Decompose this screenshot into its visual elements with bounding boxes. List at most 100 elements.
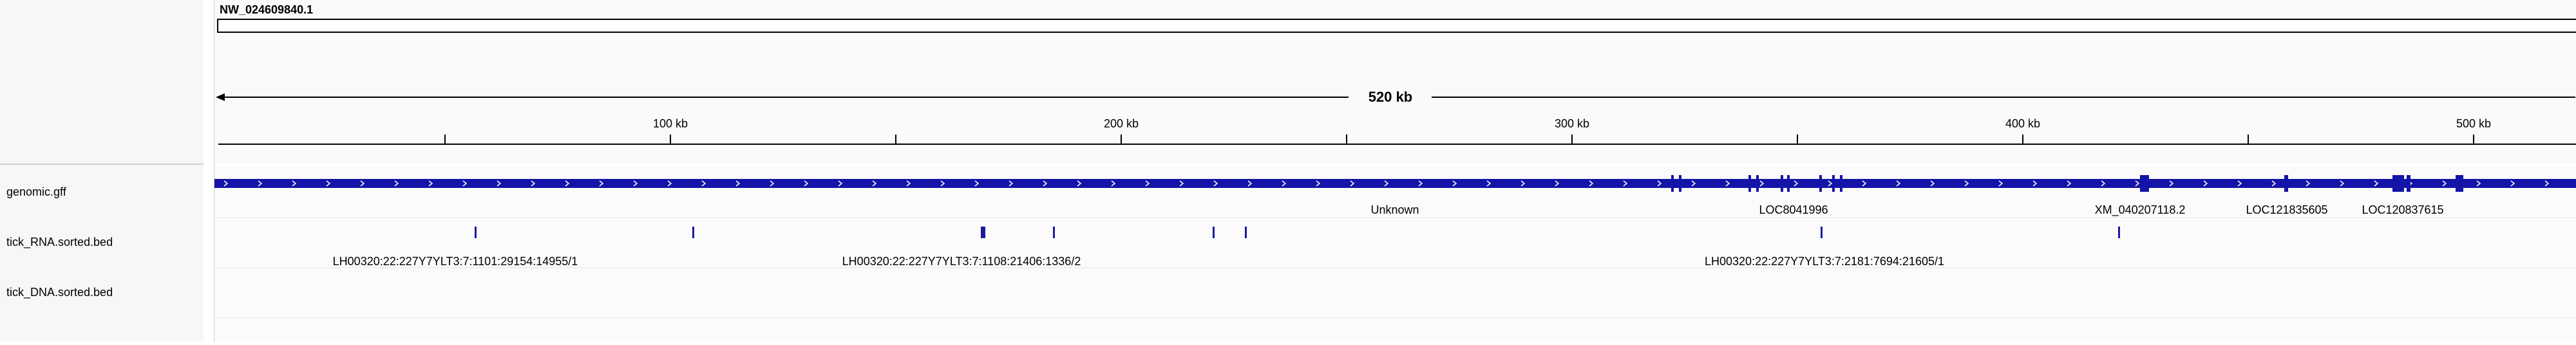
panel-divider[interactable] bbox=[204, 0, 211, 342]
gff-exon-blocks[interactable] bbox=[1671, 175, 2463, 192]
strand-arrow-icon bbox=[2374, 180, 2379, 187]
strand-arrow-icon bbox=[2544, 180, 2550, 187]
gff-track[interactable]: Unknown LOC8041996 XM_040207118.2 LOC121… bbox=[214, 175, 2576, 217]
track-name-panel: genomic.gff tick_RNA.sorted.bed tick_DNA… bbox=[0, 0, 204, 342]
strand-arrow-icon bbox=[1657, 180, 1662, 187]
strand-arrow-icon bbox=[838, 180, 843, 187]
strand-arrow-icon bbox=[1589, 180, 1594, 187]
strand-arrow-icon bbox=[974, 180, 980, 187]
strand-arrow-icon bbox=[1077, 180, 1082, 187]
tick-label-400kb: 400 kb bbox=[2005, 117, 2040, 130]
gff-feature-label[interactable]: LOC121835605 bbox=[2246, 203, 2327, 216]
span-label: 520 kb bbox=[1368, 89, 1413, 105]
strand-arrow-icon bbox=[804, 180, 809, 187]
tick-label-200kb: 200 kb bbox=[1104, 117, 1139, 130]
strand-arrow-icon bbox=[2271, 180, 2277, 187]
chromosome-ideogram[interactable] bbox=[217, 19, 2576, 33]
strand-arrow-icon bbox=[1794, 180, 1799, 187]
strand-arrow-icon bbox=[360, 180, 365, 187]
strand-arrow-icon bbox=[2442, 180, 2447, 187]
tick-label-300kb: 300 kb bbox=[1555, 117, 1589, 130]
strand-arrow-icon bbox=[2135, 180, 2140, 187]
rna-read[interactable] bbox=[2118, 227, 2120, 238]
strand-arrow-icon bbox=[633, 180, 638, 187]
strand-arrow-icon bbox=[1009, 180, 1014, 187]
rna-read[interactable] bbox=[1053, 227, 1055, 238]
strand-arrow-icon bbox=[2340, 180, 2345, 187]
ruler-major-ticks: 100 kb 200 kb 300 kb 400 kb 500 kb bbox=[444, 117, 2491, 144]
strand-arrow-icon bbox=[1623, 180, 1628, 187]
strand-arrow-icon bbox=[2169, 180, 2174, 187]
span-arrow-left-icon bbox=[216, 93, 225, 101]
ruler-track-gap bbox=[214, 163, 2576, 167]
strand-arrow-icon bbox=[428, 180, 433, 187]
rna-read[interactable] bbox=[1245, 227, 1247, 238]
strand-arrow-icon bbox=[565, 180, 570, 187]
rna-read[interactable] bbox=[981, 227, 985, 238]
strand-arrow-icon bbox=[2203, 180, 2208, 187]
strand-arrow-icon bbox=[2306, 180, 2311, 187]
strand-arrow-icon bbox=[1384, 180, 1389, 187]
tick-label-100kb: 100 kb bbox=[653, 117, 688, 130]
strand-arrow-icon bbox=[326, 180, 331, 187]
strand-arrow-icon bbox=[1282, 180, 1287, 187]
strand-arrow-icon bbox=[462, 180, 468, 187]
strand-arrow-icon bbox=[1691, 180, 1696, 187]
strand-arrow-icon bbox=[2237, 180, 2242, 187]
strand-arrow-icon bbox=[701, 180, 706, 187]
strand-arrow-icon bbox=[1111, 180, 1116, 187]
rna-track[interactable]: LH00320:22:227Y7YLT3:7:1101:29154:14955/… bbox=[333, 227, 2120, 268]
strand-arrow-icon bbox=[2067, 180, 2072, 187]
dna-track[interactable] bbox=[214, 268, 2576, 317]
strand-arrow-icon bbox=[1896, 180, 1901, 187]
strand-arrow-icon bbox=[2101, 180, 2106, 187]
strand-arrow-icon bbox=[292, 180, 297, 187]
strand-arrow-icon bbox=[599, 180, 604, 187]
strand-arrow-icon bbox=[258, 180, 263, 187]
rna-read-label[interactable]: LH00320:22:227Y7YLT3:7:1101:29154:14955/… bbox=[333, 255, 578, 268]
track-name-tick-dna[interactable]: tick_DNA.sorted.bed bbox=[6, 286, 113, 299]
strand-arrow-icon bbox=[1964, 180, 1969, 187]
gff-feature-label[interactable]: XM_040207118.2 bbox=[2095, 203, 2186, 217]
rna-read[interactable] bbox=[1213, 227, 1215, 238]
strand-arrow-icon bbox=[1213, 180, 1218, 187]
strand-arrow-icon bbox=[394, 180, 399, 187]
strand-arrow-icon bbox=[1828, 180, 1833, 187]
tick-label-500kb: 500 kb bbox=[2456, 117, 2491, 130]
strand-arrow-icon bbox=[667, 180, 672, 187]
strand-arrow-icon bbox=[1179, 180, 1184, 187]
gff-feature-label[interactable]: LOC8041996 bbox=[1759, 203, 1828, 216]
strand-arrow-icon bbox=[1316, 180, 1321, 187]
rna-read[interactable] bbox=[475, 227, 477, 238]
strand-arrow-icon bbox=[1350, 180, 1355, 187]
data-panel: NW_024609840.1 520 kb 100 kb 200 kb 300 … bbox=[214, 0, 2576, 342]
strand-arrow-icon bbox=[2476, 180, 2481, 187]
rna-read-label[interactable]: LH00320:22:227Y7YLT3:7:2181:7694:21605/1 bbox=[1705, 255, 1944, 268]
track-name-genomic-gff[interactable]: genomic.gff bbox=[6, 185, 66, 198]
strand-arrow-icon bbox=[1452, 180, 1457, 187]
rna-read[interactable] bbox=[692, 227, 694, 238]
strand-arrow-icon bbox=[2510, 180, 2515, 187]
strand-arrow-icon bbox=[1930, 180, 1935, 187]
strand-arrow-icon bbox=[1418, 180, 1423, 187]
gff-feature-label[interactable]: LOC120837615 bbox=[2362, 203, 2443, 216]
genome-view[interactable]: NW_024609840.1 520 kb 100 kb 200 kb 300 … bbox=[214, 0, 2576, 342]
strand-arrow-icon bbox=[940, 180, 945, 187]
rna-read[interactable] bbox=[1821, 227, 1823, 238]
strand-arrow-icon bbox=[223, 180, 229, 187]
gff-feature-label[interactable]: Unknown bbox=[1370, 203, 1419, 216]
strand-arrow-icon bbox=[1759, 180, 1765, 187]
strand-arrow-icon bbox=[497, 180, 502, 187]
track-name-tick-rna[interactable]: tick_RNA.sorted.bed bbox=[6, 236, 113, 248]
strand-arrow-icon bbox=[735, 180, 741, 187]
strand-arrow-icon bbox=[1725, 180, 1730, 187]
rna-read-label[interactable]: LH00320:22:227Y7YLT3:7:1108:21406:1336/2 bbox=[842, 255, 1081, 268]
chromosome-name: NW_024609840.1 bbox=[220, 3, 313, 16]
strand-arrow-icon bbox=[1998, 180, 2003, 187]
strand-arrow-icon bbox=[770, 180, 775, 187]
strand-arrow-icon bbox=[1555, 180, 1560, 187]
strand-arrow-icon bbox=[1520, 180, 1526, 187]
strand-arrow-icon bbox=[1247, 180, 1253, 187]
strand-arrow-icon bbox=[1145, 180, 1150, 187]
strand-arrow-icon bbox=[906, 180, 911, 187]
